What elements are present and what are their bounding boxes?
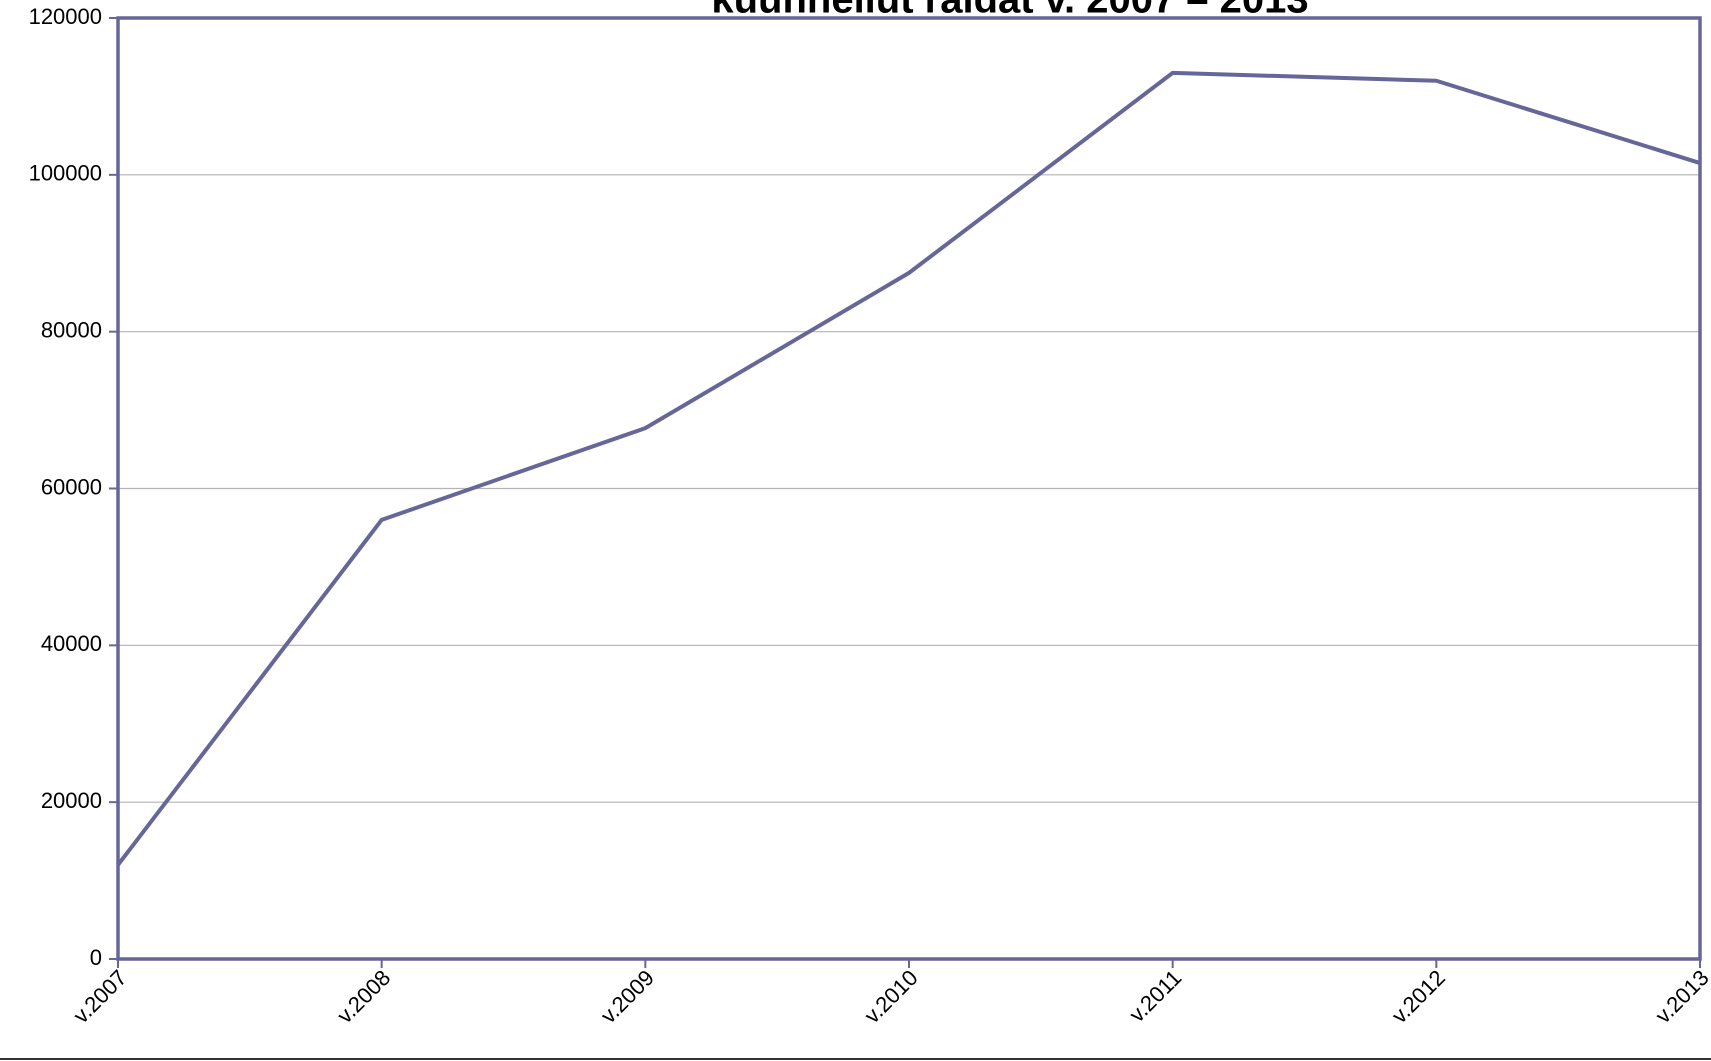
data-line: [116, 70, 1701, 867]
x-tick-label: v.2008: [332, 965, 395, 1028]
x-tick-label: v.2007: [68, 965, 131, 1028]
y-tick-label: 20000: [41, 788, 102, 813]
x-tick-label: v.2012: [1387, 965, 1450, 1028]
y-tick-label: 120000: [29, 4, 102, 29]
x-tick-label: v.2010: [859, 965, 922, 1028]
x-tick-label: v.2009: [596, 965, 659, 1028]
chart-title: kuunnellut raidat v. 2007 – 2013: [711, 0, 1308, 22]
y-tick-label: 0: [90, 945, 102, 970]
y-tick-label: 40000: [41, 631, 102, 656]
y-tick-label: 80000: [41, 317, 102, 342]
y-tick-label: 60000: [41, 474, 102, 499]
y-tick-label: 100000: [29, 161, 102, 186]
x-tick-label: v.2013: [1650, 965, 1711, 1028]
x-tick-label: v.2011: [1124, 965, 1186, 1027]
